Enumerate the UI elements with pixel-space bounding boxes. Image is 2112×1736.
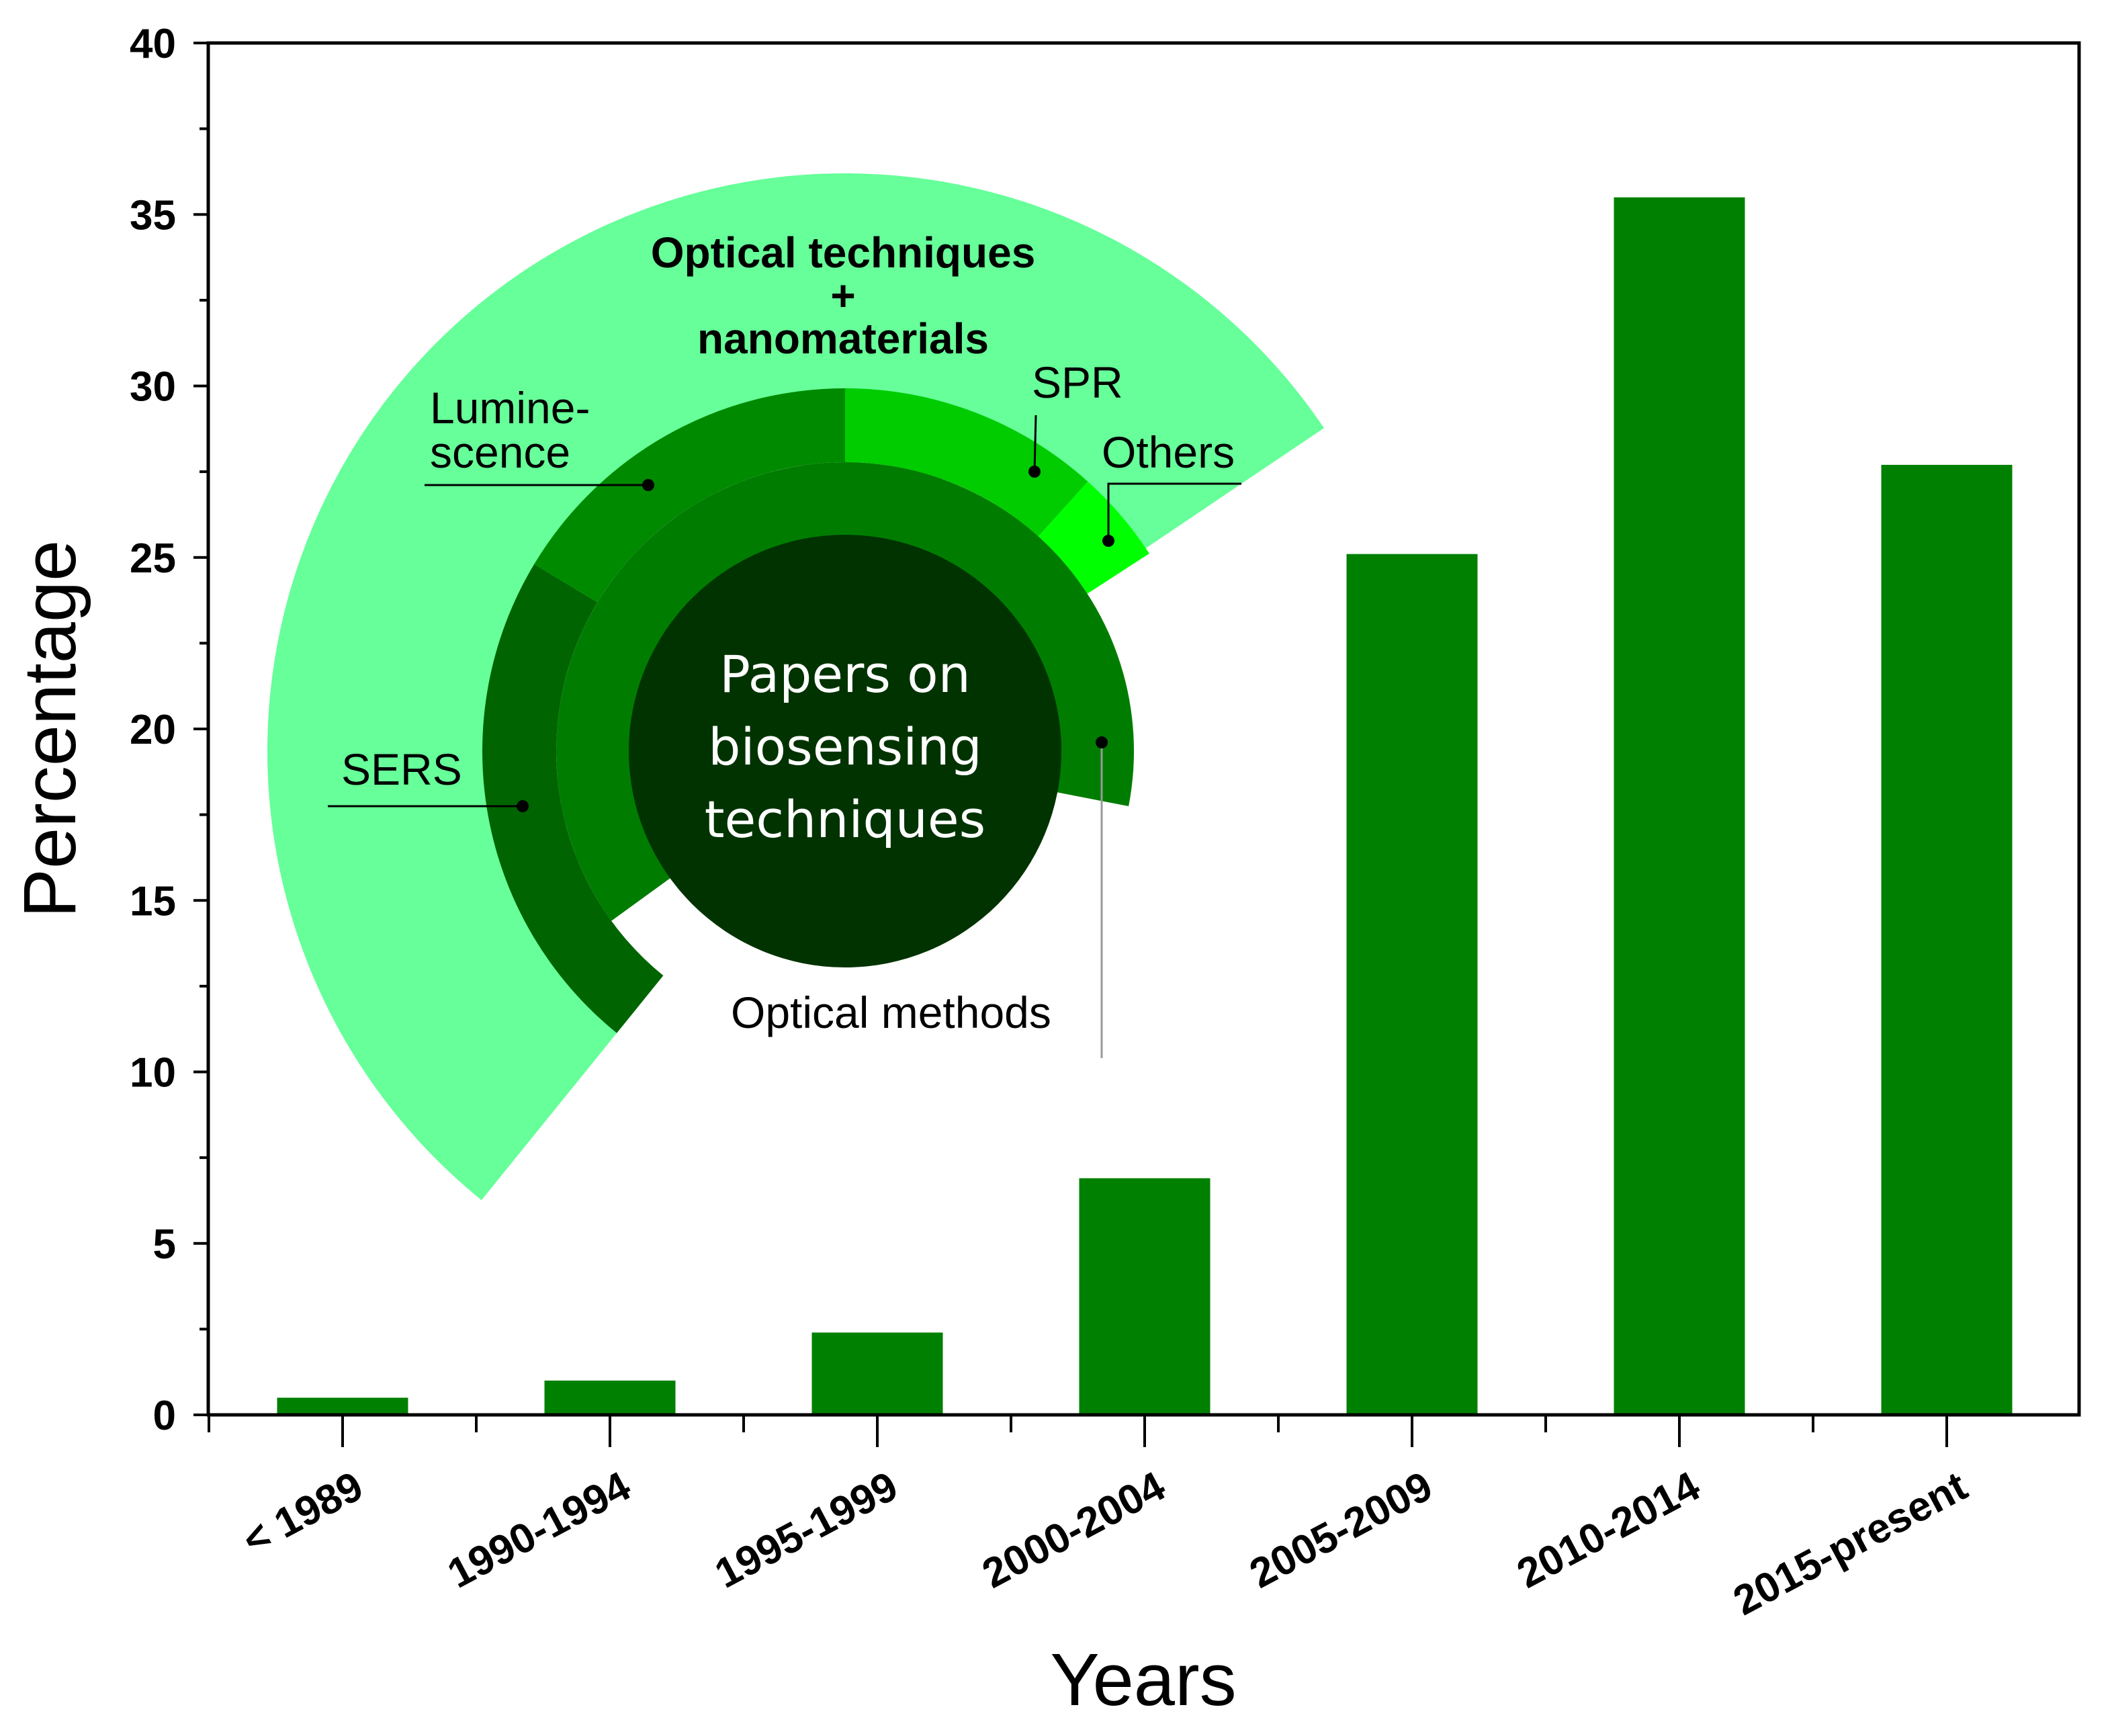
luminescence-label-line-2: scence [430, 427, 570, 477]
center-circle [629, 535, 1061, 967]
optical-methods-label: Optical methods [731, 988, 1051, 1037]
bar-0 [277, 1397, 408, 1415]
luminescence-leader-dot [642, 479, 654, 491]
x-tick-label: 2000-2004 [975, 1463, 1173, 1597]
x-tick-label: 2015-present [1726, 1463, 1974, 1624]
bars-group [277, 197, 2013, 1416]
sers-label: SERS [341, 744, 462, 794]
bar-2 [811, 1332, 943, 1415]
y-tick-label: 10 [130, 1050, 176, 1096]
spr-leader-dot [1028, 466, 1041, 478]
optical-methods-leader-dot [1096, 736, 1108, 748]
x-tick-label: 1990-1994 [440, 1463, 638, 1597]
y-tick-label: 35 [130, 192, 176, 238]
others-label: Others [1102, 427, 1235, 477]
x-tick-labels: < 1989 1990-1994 1995-1999 2000-2004 2005-20… [235, 1463, 1974, 1624]
sers-leader-dot [517, 800, 529, 812]
others-leader-dot [1102, 535, 1114, 547]
spr-leader-line [1033, 415, 1037, 472]
plot-frame [206, 41, 2081, 1417]
bar-6 [1881, 464, 2013, 1415]
outer-ring-label-line-1: Optical techniques [651, 228, 1036, 277]
x-tick-label: 2005-2009 [1242, 1463, 1440, 1597]
luminescence-label-line-1: Lumine- [430, 383, 590, 433]
y-tick-label: 0 [153, 1393, 176, 1439]
bar-5 [1614, 197, 1745, 1416]
spr-label: SPR [1032, 357, 1123, 407]
outer-ring-label-line-3: nanomaterials [697, 314, 989, 363]
others-leader-line [1107, 482, 1241, 541]
y-tick-label: 20 [130, 707, 176, 753]
y-tick-labels: 0 5 10 15 20 25 30 35 40 [130, 21, 176, 1439]
x-tick-label: 1995-1999 [707, 1463, 905, 1597]
bar-4 [1346, 554, 1478, 1415]
bar-3 [1079, 1178, 1211, 1415]
bar-1 [544, 1380, 676, 1415]
y-tick-label: 40 [130, 21, 176, 67]
ring-segment-sers [482, 564, 664, 1033]
ring-optical-methods [556, 462, 1134, 921]
y-tick-label: 15 [130, 878, 176, 924]
y-tick-label: 30 [130, 364, 176, 410]
y-tick-label: 25 [130, 535, 176, 582]
center-label-line-3: techniques [705, 789, 986, 849]
sunburst-inset: Papers on biosensing techniques Optical … [267, 173, 1324, 1201]
x-tick-label: < 1989 [235, 1463, 370, 1564]
y-tick-label: 5 [153, 1221, 176, 1268]
center-label-line-2: biosensing [708, 717, 982, 777]
ring-segment-luminescence [534, 388, 845, 603]
center-label-line-1: Papers on [719, 644, 971, 704]
ring-segment-others [1038, 481, 1149, 594]
y-axis-title: Percentage [9, 540, 91, 918]
x-tick-label: 2010-2014 [1509, 1463, 1708, 1597]
x-axis-title: Years [1050, 1639, 1236, 1721]
ring-segment-spr [845, 388, 1088, 537]
outer-ring-optical-nanomaterials [267, 173, 1324, 1201]
outer-ring-label-line-2: + [830, 271, 855, 320]
